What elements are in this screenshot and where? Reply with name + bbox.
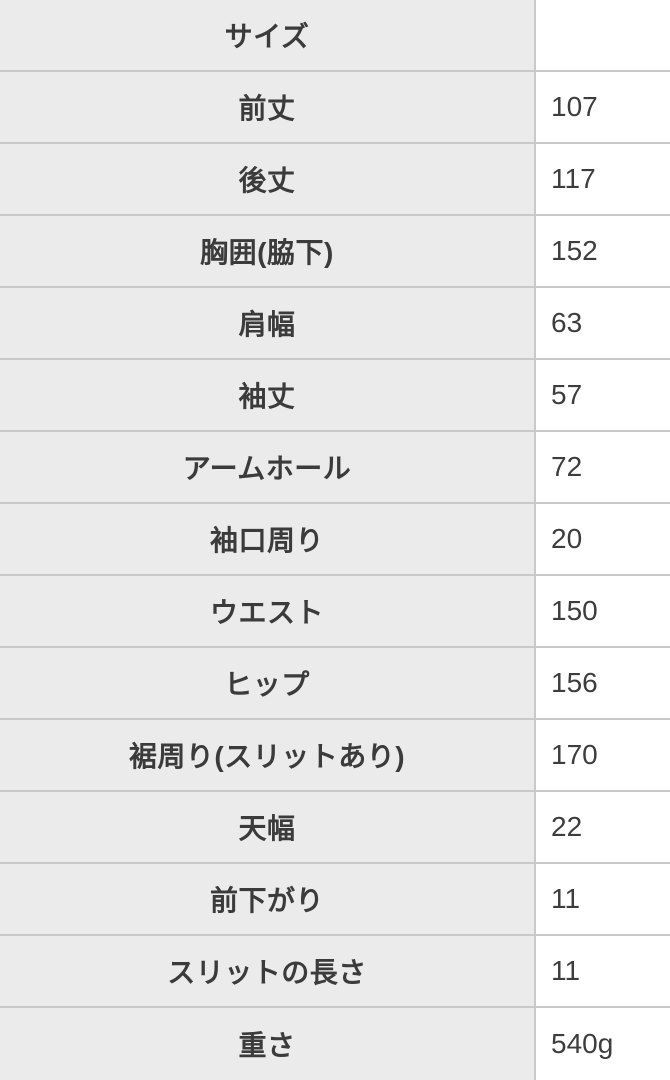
- measure-value: 117: [536, 144, 670, 214]
- table-header-row: サイズ: [0, 0, 670, 72]
- measure-label: ヒップ: [0, 648, 536, 718]
- measure-label: 肩幅: [0, 288, 536, 358]
- measure-label: 袖口周り: [0, 504, 536, 574]
- measure-label: 天幅: [0, 792, 536, 862]
- measure-value: 11: [536, 936, 670, 1006]
- size-header-label: サイズ: [0, 0, 536, 70]
- table-row: 袖口周り 20: [0, 504, 670, 576]
- measure-label: スリットの長さ: [0, 936, 536, 1006]
- measure-label: 重さ: [0, 1008, 536, 1080]
- measure-label: 胸囲(脇下): [0, 216, 536, 286]
- measure-label: 袖丈: [0, 360, 536, 430]
- table-row: 前下がり 11: [0, 864, 670, 936]
- measure-value: 152: [536, 216, 670, 286]
- measure-value: 20: [536, 504, 670, 574]
- table-row: アームホール 72: [0, 432, 670, 504]
- measure-value: 170: [536, 720, 670, 790]
- table-row: 重さ 540g: [0, 1008, 670, 1080]
- measure-value: 11: [536, 864, 670, 934]
- table-row: 袖丈 57: [0, 360, 670, 432]
- table-row: ヒップ 156: [0, 648, 670, 720]
- measure-value: 107: [536, 72, 670, 142]
- measure-value: 72: [536, 432, 670, 502]
- measure-label: 後丈: [0, 144, 536, 214]
- measure-label: 前丈: [0, 72, 536, 142]
- measure-label: ウエスト: [0, 576, 536, 646]
- table-row: 後丈 117: [0, 144, 670, 216]
- measure-value: 156: [536, 648, 670, 718]
- size-header-value: [536, 0, 670, 70]
- measure-value: 22: [536, 792, 670, 862]
- table-row: 裾周り(スリットあり) 170: [0, 720, 670, 792]
- table-row: 天幅 22: [0, 792, 670, 864]
- measure-value: 63: [536, 288, 670, 358]
- measure-value: 540g: [536, 1008, 670, 1080]
- measure-label: 前下がり: [0, 864, 536, 934]
- table-row: 胸囲(脇下) 152: [0, 216, 670, 288]
- measure-label: アームホール: [0, 432, 536, 502]
- measure-value: 57: [536, 360, 670, 430]
- measure-value: 150: [536, 576, 670, 646]
- table-row: 肩幅 63: [0, 288, 670, 360]
- measure-label: 裾周り(スリットあり): [0, 720, 536, 790]
- table-row: ウエスト 150: [0, 576, 670, 648]
- table-row: 前丈 107: [0, 72, 670, 144]
- table-row: スリットの長さ 11: [0, 936, 670, 1008]
